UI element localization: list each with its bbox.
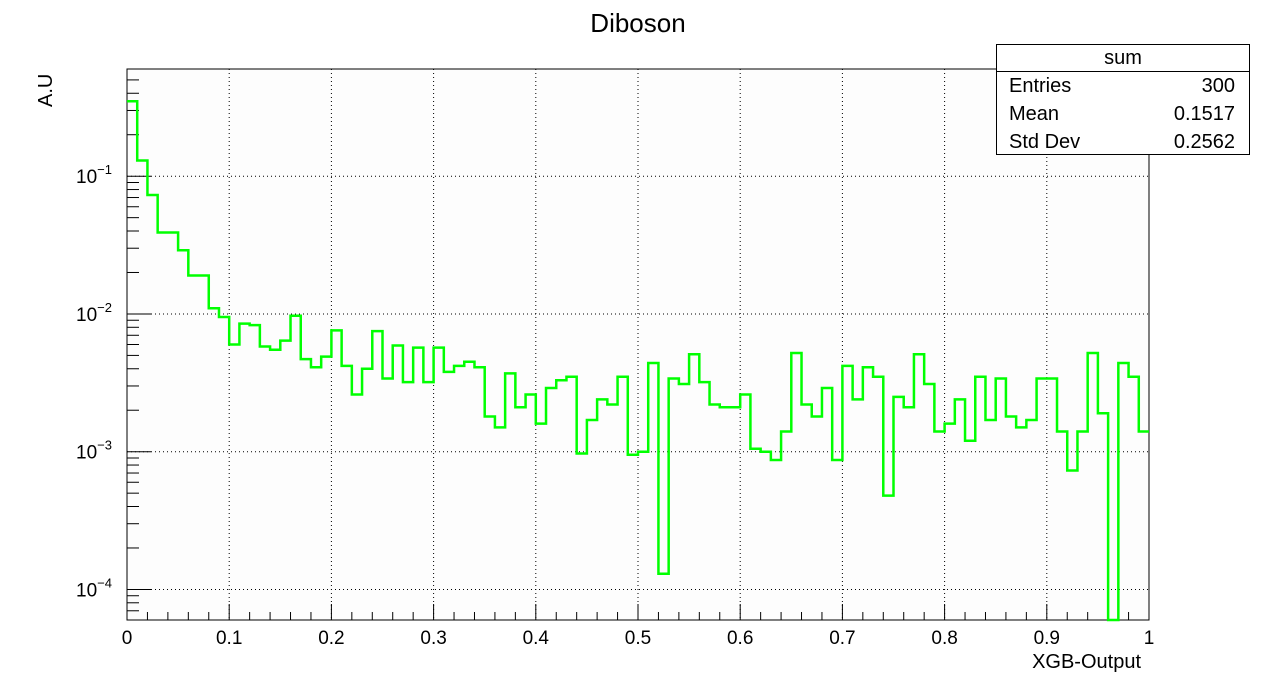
x-tick-label: 0.2	[318, 628, 344, 649]
axis-ticks	[126, 79, 1150, 621]
x-tick-label: 0.7	[829, 628, 855, 649]
x-tick-label: 0.1	[216, 628, 242, 649]
stats-box-title: sum	[997, 45, 1249, 72]
x-tick-label: 0.8	[931, 628, 957, 649]
x-axis-title: XGB-Output	[1032, 651, 1141, 673]
x-tick-label: 0.4	[523, 628, 550, 649]
stats-box: sum Entries 300 Mean 0.1517 Std Dev 0.25…	[996, 44, 1250, 155]
histogram-line	[127, 99, 1149, 622]
x-tick-label: 0	[122, 628, 133, 649]
x-tick-labels: 0 0.1 0.2 0.3 0.4 0.5 0.6 0.7 0.8 0.9 1	[122, 628, 1155, 649]
x-tick-label: 0.6	[727, 628, 753, 649]
stats-stddev-row: Std Dev 0.2562	[997, 128, 1249, 156]
stats-entries-row: Entries 300	[997, 72, 1249, 100]
x-tick-label: 0.3	[420, 628, 446, 649]
y-tick-label: 10−3	[76, 438, 112, 464]
y-tick-label: 10−1	[76, 162, 112, 188]
x-tick-label: 0.9	[1034, 628, 1060, 649]
stats-mean-value: 0.1517	[1173, 103, 1235, 125]
x-tick-label: 0.5	[625, 628, 651, 649]
y-tick-label: 10−4	[76, 575, 112, 601]
x-tick-label: 1	[1144, 628, 1155, 649]
y-tick-labels: 10−1 10−2 10−3 10−4	[76, 162, 112, 601]
stats-stddev-value: 0.2562	[1173, 131, 1235, 153]
stats-mean-row: Mean 0.1517	[997, 100, 1249, 128]
stats-stddev-label: Std Dev	[1009, 131, 1081, 153]
chart-title: Diboson	[590, 8, 685, 38]
stats-mean-label: Mean	[1009, 103, 1060, 125]
stats-entries-value: 300	[1201, 75, 1235, 97]
y-tick-label: 10−2	[76, 300, 112, 326]
stats-entries-label: Entries	[1009, 75, 1072, 97]
plot-frame	[126, 68, 1150, 621]
y-axis-title: A.U	[35, 74, 57, 107]
